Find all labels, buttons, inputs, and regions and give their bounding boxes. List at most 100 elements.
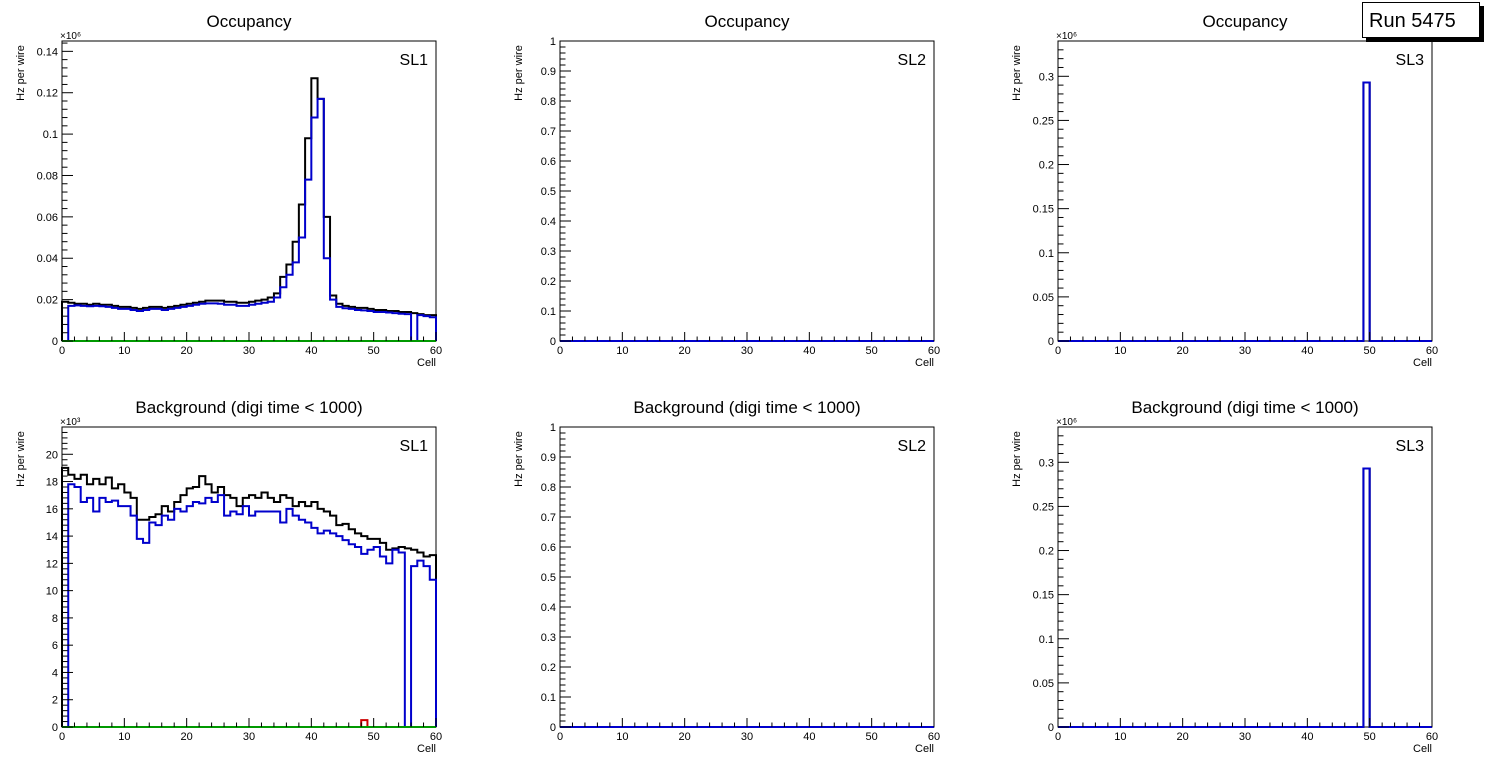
x-tick-label: 0	[557, 345, 563, 357]
y-tick-label: 0.1	[43, 129, 58, 141]
y-tick-label: 0	[52, 722, 58, 734]
y-tick-label: 0.05	[1033, 292, 1054, 304]
y-tick-label: 0.3	[541, 246, 556, 258]
x-tick-label: 20	[679, 731, 691, 743]
x-tick-label: 0	[1055, 345, 1061, 357]
panel-title: Occupancy	[206, 12, 292, 31]
y-tick-label: 0	[550, 336, 556, 348]
y-tick-label: 0	[1048, 722, 1054, 734]
x-tick-label: 60	[430, 345, 442, 357]
x-tick-label: 60	[928, 345, 940, 357]
y-tick-label: 0.14	[37, 46, 58, 58]
y-tick-label: 0	[52, 336, 58, 348]
histogram-panel-4: Background (digi time < 1000)0 10 20 30 40 50…	[513, 398, 940, 755]
x-axis-label: Cell	[417, 743, 436, 755]
y-tick-label: 0.1	[1039, 634, 1054, 646]
superlayer-label: SL1	[400, 438, 429, 455]
y-tick-label: 0.25	[1033, 115, 1054, 127]
x-tick-label: 10	[1114, 731, 1126, 743]
plot-frame	[559, 426, 935, 728]
x-tick-label: 0	[557, 731, 563, 743]
x-tick-label: 50	[1364, 345, 1376, 357]
panel-title: Occupancy	[704, 12, 790, 31]
x-tick-label: 40	[1301, 345, 1313, 357]
x-axis-label: Cell	[1413, 357, 1432, 369]
y-tick-label: 0.8	[541, 96, 556, 108]
x-tick-label: 60	[430, 731, 442, 743]
x-tick-label: 40	[803, 345, 815, 357]
y-tick-label: 0.08	[37, 170, 58, 182]
y-tick-label: 0.2	[1039, 160, 1054, 172]
series-total	[1058, 467, 1432, 728]
x-tick-label: 10	[118, 345, 130, 357]
histogram-panel-5: Background (digi time < 1000) 0 10 20 30 40 50…	[1011, 398, 1438, 755]
x-tick-label: 40	[1301, 731, 1313, 743]
x-tick-label: 50	[866, 731, 878, 743]
y-tick-label: 0.4	[541, 216, 556, 228]
x-tick-label: 20	[1177, 345, 1189, 357]
y-tick-label: 0.12	[37, 88, 58, 100]
plot-frame	[559, 40, 935, 342]
y-tick-label: 0.7	[541, 126, 556, 138]
x-tick-label: 50	[1364, 731, 1376, 743]
panel-title: Background (digi time < 1000)	[633, 398, 860, 417]
superlayer-label: SL2	[898, 438, 927, 455]
histogram-panel-3: Background (digi time < 1000)0 10 20 30 40 50…	[15, 398, 442, 755]
series-background	[62, 97, 437, 342]
x-tick-label: 20	[679, 345, 691, 357]
panel-title: Occupancy	[1202, 12, 1288, 31]
y-tick-label: 0.2	[1039, 546, 1054, 558]
y-tick-label: 0.5	[541, 186, 556, 198]
series-background	[62, 483, 437, 728]
y-tick-label: 16	[46, 504, 58, 516]
x-tick-label: 10	[118, 731, 130, 743]
x-axis-label: Cell	[915, 743, 934, 755]
y-tick-label: 0.06	[37, 212, 58, 224]
y-axis-label: Hz per wire	[513, 431, 525, 487]
x-tick-label: 30	[243, 731, 255, 743]
series-total	[61, 77, 437, 341]
x-tick-label: 10	[1114, 345, 1126, 357]
y-tick-label: 0.3	[541, 632, 556, 644]
y-axis-label: Hz per wire	[15, 45, 27, 101]
y-tick-label: 0.4	[541, 602, 556, 614]
y-tick-label: 0.3	[1039, 457, 1054, 469]
y-exponent-label: ×10⁶	[1056, 31, 1077, 42]
y-axis-label: Hz per wire	[15, 431, 27, 487]
x-tick-label: 30	[243, 345, 255, 357]
plot-frame	[61, 40, 437, 342]
y-axis-label: Hz per wire	[1011, 431, 1023, 487]
y-exponent-label: ×10⁶	[60, 31, 81, 42]
x-tick-label: 20	[181, 345, 193, 357]
y-tick-label: 12	[46, 558, 58, 570]
series-background	[1058, 467, 1432, 728]
y-tick-label: 0.1	[541, 692, 556, 704]
superlayer-label: SL1	[400, 52, 429, 69]
x-tick-label: 0	[1055, 731, 1061, 743]
y-axis-label: Hz per wire	[513, 45, 525, 101]
x-axis-label: Cell	[417, 357, 436, 369]
y-tick-label: 0.1	[541, 306, 556, 318]
x-tick-label: 40	[803, 731, 815, 743]
x-tick-label: 40	[305, 731, 317, 743]
plot-frame	[61, 426, 437, 728]
plot-frame	[1057, 426, 1433, 728]
y-tick-label: 0.2	[541, 662, 556, 674]
y-tick-label: 0.5	[541, 572, 556, 584]
y-tick-label: 0.2	[541, 276, 556, 288]
x-tick-label: 60	[1426, 345, 1438, 357]
y-tick-label: 4	[52, 667, 58, 679]
x-tick-label: 20	[181, 731, 193, 743]
y-tick-label: 20	[46, 449, 58, 461]
x-tick-label: 50	[866, 345, 878, 357]
x-tick-label: 10	[616, 731, 628, 743]
plot-frame	[1057, 40, 1433, 342]
x-tick-label: 0	[59, 345, 65, 357]
panel-title: Background (digi time < 1000)	[1131, 398, 1358, 417]
series-total	[61, 466, 437, 727]
run-number-label: Run 5475	[1362, 2, 1480, 38]
x-tick-label: 50	[368, 731, 380, 743]
